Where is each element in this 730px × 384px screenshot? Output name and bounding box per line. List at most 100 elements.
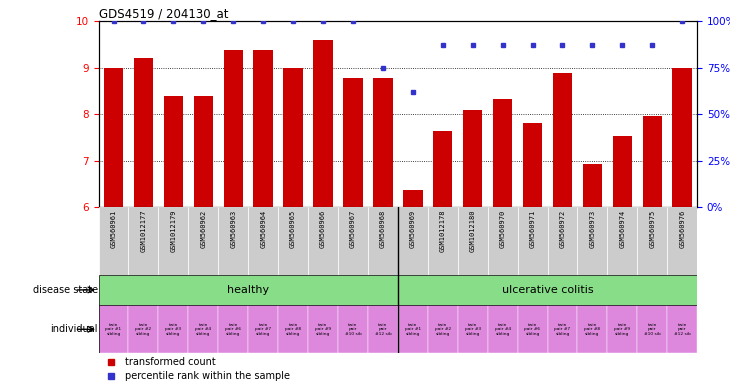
FancyBboxPatch shape xyxy=(458,305,488,353)
FancyBboxPatch shape xyxy=(368,305,398,353)
Text: GSM560961: GSM560961 xyxy=(110,209,117,248)
Text: twin
pair
#10 sib: twin pair #10 sib xyxy=(345,323,361,336)
Text: GSM560965: GSM560965 xyxy=(290,209,296,248)
FancyBboxPatch shape xyxy=(577,305,607,353)
FancyBboxPatch shape xyxy=(398,305,428,353)
Text: GSM560968: GSM560968 xyxy=(380,209,386,248)
Text: twin
pair #3
sibling: twin pair #3 sibling xyxy=(165,323,182,336)
Text: twin
pair #9
sibling: twin pair #9 sibling xyxy=(315,323,331,336)
Bar xyxy=(612,136,632,207)
Bar xyxy=(373,78,393,207)
Bar xyxy=(343,78,363,207)
FancyBboxPatch shape xyxy=(398,207,428,275)
Bar xyxy=(253,50,273,207)
FancyBboxPatch shape xyxy=(188,305,218,353)
Text: twin
pair #3
sibling: twin pair #3 sibling xyxy=(464,323,481,336)
Text: twin
pair #2
sibling: twin pair #2 sibling xyxy=(434,323,451,336)
Text: percentile rank within the sample: percentile rank within the sample xyxy=(126,371,291,381)
Text: GSM1012178: GSM1012178 xyxy=(439,209,446,252)
Text: twin
pair #8
sibling: twin pair #8 sibling xyxy=(584,323,601,336)
FancyBboxPatch shape xyxy=(99,207,128,275)
FancyBboxPatch shape xyxy=(637,207,667,275)
Bar xyxy=(583,164,602,207)
Bar xyxy=(134,58,153,207)
Text: GSM560962: GSM560962 xyxy=(200,209,207,248)
Text: GSM560976: GSM560976 xyxy=(679,209,685,248)
Text: healthy: healthy xyxy=(227,285,269,295)
FancyBboxPatch shape xyxy=(158,207,188,275)
FancyBboxPatch shape xyxy=(548,305,577,353)
Bar xyxy=(223,50,243,207)
FancyBboxPatch shape xyxy=(99,305,128,353)
FancyBboxPatch shape xyxy=(488,305,518,353)
FancyBboxPatch shape xyxy=(128,305,158,353)
Text: GSM560973: GSM560973 xyxy=(589,209,596,248)
Bar xyxy=(433,131,453,207)
Bar xyxy=(104,68,123,207)
Text: GSM560975: GSM560975 xyxy=(649,209,656,248)
FancyBboxPatch shape xyxy=(248,207,278,275)
Text: GSM1012180: GSM1012180 xyxy=(469,209,476,252)
FancyBboxPatch shape xyxy=(218,207,248,275)
FancyBboxPatch shape xyxy=(667,207,697,275)
Text: GSM560969: GSM560969 xyxy=(410,209,416,248)
Text: GSM560964: GSM560964 xyxy=(260,209,266,248)
Text: twin
pair #2
sibling: twin pair #2 sibling xyxy=(135,323,152,336)
Text: GDS4519 / 204130_at: GDS4519 / 204130_at xyxy=(99,7,228,20)
Text: transformed count: transformed count xyxy=(126,358,216,367)
Text: twin
pair #1
sibling: twin pair #1 sibling xyxy=(105,323,122,336)
FancyBboxPatch shape xyxy=(188,207,218,275)
FancyBboxPatch shape xyxy=(607,305,637,353)
FancyBboxPatch shape xyxy=(518,305,548,353)
Bar xyxy=(523,122,542,207)
Text: GSM560970: GSM560970 xyxy=(499,209,506,248)
FancyBboxPatch shape xyxy=(278,207,308,275)
Text: GSM1012177: GSM1012177 xyxy=(140,209,147,252)
Text: twin
pair #6
sibling: twin pair #6 sibling xyxy=(524,323,541,336)
FancyBboxPatch shape xyxy=(308,305,338,353)
Bar xyxy=(164,96,183,207)
Bar xyxy=(403,190,423,207)
FancyBboxPatch shape xyxy=(667,305,697,353)
Text: GSM560972: GSM560972 xyxy=(559,209,566,248)
Bar xyxy=(493,99,512,207)
FancyBboxPatch shape xyxy=(338,305,368,353)
FancyBboxPatch shape xyxy=(428,305,458,353)
Text: individual: individual xyxy=(50,324,98,334)
Bar xyxy=(313,40,333,207)
Text: twin
pair
#10 sib: twin pair #10 sib xyxy=(644,323,661,336)
FancyBboxPatch shape xyxy=(99,275,697,305)
FancyBboxPatch shape xyxy=(278,305,308,353)
FancyBboxPatch shape xyxy=(218,305,248,353)
Text: GSM560967: GSM560967 xyxy=(350,209,356,248)
FancyBboxPatch shape xyxy=(548,207,577,275)
Text: GSM1012179: GSM1012179 xyxy=(170,209,177,252)
Text: twin
pair
#12 sib: twin pair #12 sib xyxy=(374,323,391,336)
Text: ulcerative colitis: ulcerative colitis xyxy=(502,285,593,295)
FancyBboxPatch shape xyxy=(128,207,158,275)
Text: GSM560974: GSM560974 xyxy=(619,209,626,248)
FancyBboxPatch shape xyxy=(338,207,368,275)
Bar xyxy=(642,116,662,207)
Text: twin
pair #9
sibling: twin pair #9 sibling xyxy=(614,323,631,336)
Text: twin
pair #7
sibling: twin pair #7 sibling xyxy=(554,323,571,336)
Text: GSM560971: GSM560971 xyxy=(529,209,536,248)
Text: twin
pair #4
sibling: twin pair #4 sibling xyxy=(195,323,212,336)
Bar xyxy=(193,96,213,207)
Text: twin
pair #1
sibling: twin pair #1 sibling xyxy=(404,323,421,336)
FancyBboxPatch shape xyxy=(158,305,188,353)
FancyBboxPatch shape xyxy=(607,207,637,275)
Bar xyxy=(672,68,692,207)
Text: twin
pair #7
sibling: twin pair #7 sibling xyxy=(255,323,272,336)
Text: twin
pair
#12 sib: twin pair #12 sib xyxy=(674,323,691,336)
FancyBboxPatch shape xyxy=(428,207,458,275)
Text: GSM560963: GSM560963 xyxy=(230,209,237,248)
FancyBboxPatch shape xyxy=(488,207,518,275)
FancyBboxPatch shape xyxy=(248,305,278,353)
FancyBboxPatch shape xyxy=(308,207,338,275)
FancyBboxPatch shape xyxy=(577,207,607,275)
Text: twin
pair #8
sibling: twin pair #8 sibling xyxy=(285,323,301,336)
Bar xyxy=(283,68,303,207)
Bar xyxy=(463,109,483,207)
FancyBboxPatch shape xyxy=(368,207,398,275)
